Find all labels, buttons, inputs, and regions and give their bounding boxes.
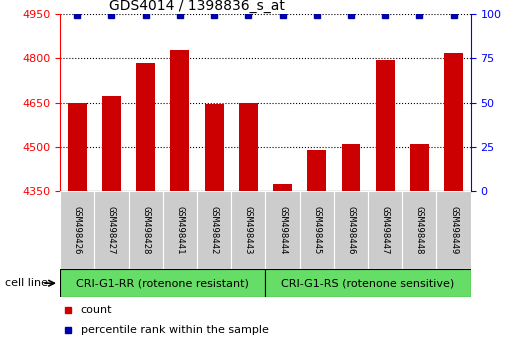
Bar (129, 191, 163, 269)
Bar (300, 191, 334, 269)
Bar (60, 269, 265, 297)
Text: GSM498442: GSM498442 (210, 206, 219, 254)
Bar (342, 144, 360, 191)
Text: GSM498446: GSM498446 (346, 206, 356, 254)
Bar (60, 191, 94, 269)
Text: GSM498445: GSM498445 (312, 206, 321, 254)
Bar (265, 269, 471, 297)
Bar (376, 61, 394, 191)
Bar (68, 103, 87, 191)
Text: GSM498447: GSM498447 (381, 206, 390, 254)
Bar (197, 191, 231, 269)
Bar (94, 191, 129, 269)
Text: GSM498426: GSM498426 (73, 206, 82, 254)
Text: CRI-G1-RS (rotenone sensitive): CRI-G1-RS (rotenone sensitive) (281, 278, 454, 288)
Bar (308, 150, 326, 191)
Bar (444, 52, 463, 191)
Bar (239, 103, 258, 191)
Bar (266, 191, 300, 269)
Text: CRI-G1-RR (rotenone resistant): CRI-G1-RR (rotenone resistant) (76, 278, 249, 288)
Bar (102, 96, 121, 191)
Bar (137, 63, 155, 191)
Bar (368, 191, 402, 269)
Text: GSM498428: GSM498428 (141, 206, 150, 254)
Bar (437, 191, 471, 269)
Text: GDS4014 / 1398836_s_at: GDS4014 / 1398836_s_at (109, 0, 285, 13)
Bar (410, 144, 429, 191)
Bar (204, 104, 223, 191)
Text: percentile rank within the sample: percentile rank within the sample (81, 325, 268, 336)
Text: GSM498427: GSM498427 (107, 206, 116, 254)
Text: GSM498443: GSM498443 (244, 206, 253, 254)
Bar (334, 191, 368, 269)
Bar (273, 184, 292, 191)
Text: count: count (81, 305, 112, 315)
Bar (231, 191, 266, 269)
Text: GSM498448: GSM498448 (415, 206, 424, 254)
Text: GSM498444: GSM498444 (278, 206, 287, 254)
Text: GSM498449: GSM498449 (449, 206, 458, 254)
Text: GSM498441: GSM498441 (175, 206, 185, 254)
Bar (402, 191, 437, 269)
Bar (170, 50, 189, 191)
Text: cell line: cell line (5, 278, 48, 288)
Bar (163, 191, 197, 269)
